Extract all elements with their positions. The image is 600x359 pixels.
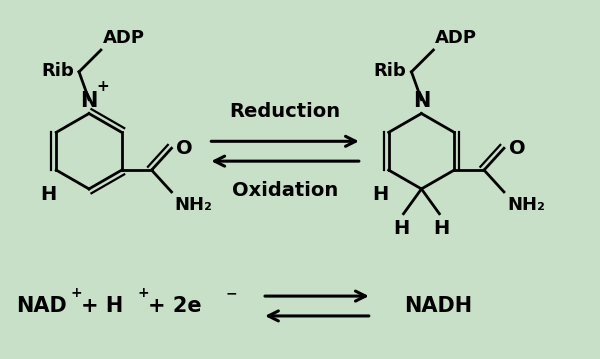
Text: Rib: Rib <box>41 62 74 80</box>
Text: NH₂: NH₂ <box>175 196 212 214</box>
Text: +: + <box>97 79 109 94</box>
Text: O: O <box>176 139 193 158</box>
Text: +: + <box>138 286 149 300</box>
Text: + 2e: + 2e <box>148 296 202 316</box>
Text: + H: + H <box>81 296 123 316</box>
Text: −: − <box>226 286 237 300</box>
Text: NH₂: NH₂ <box>507 196 545 214</box>
Text: ADP: ADP <box>103 29 145 47</box>
Text: Rib: Rib <box>374 62 407 80</box>
Text: O: O <box>509 139 526 158</box>
Text: +: + <box>70 286 82 300</box>
Text: H: H <box>373 185 389 204</box>
Text: N: N <box>413 90 430 111</box>
Text: ADP: ADP <box>436 29 478 47</box>
Text: NADH: NADH <box>404 296 473 316</box>
Text: Reduction: Reduction <box>230 102 341 121</box>
Text: H: H <box>433 219 449 238</box>
Text: H: H <box>394 219 410 238</box>
Text: N: N <box>80 90 98 111</box>
Text: H: H <box>40 185 56 204</box>
Text: Oxidation: Oxidation <box>232 181 338 200</box>
Text: NAD: NAD <box>16 296 67 316</box>
